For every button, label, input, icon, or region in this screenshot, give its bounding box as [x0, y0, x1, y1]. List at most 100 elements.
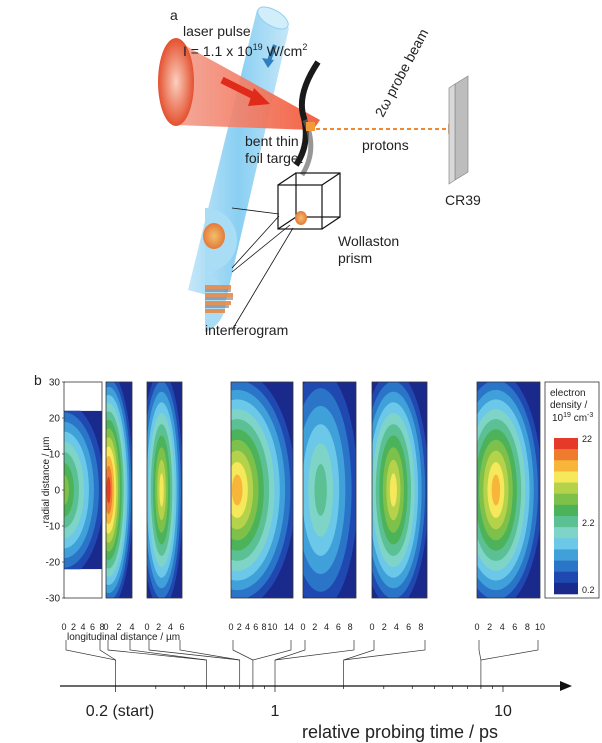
colorbar-swatch	[554, 582, 578, 595]
x-tick-label: 2	[71, 622, 76, 632]
laser-label-line2: I = 1.1 x 1019 W/cm2	[183, 42, 307, 59]
colorbar-swatch	[554, 538, 578, 550]
time-axis-ticks	[115, 686, 504, 692]
x-tick-label: 10	[267, 622, 277, 632]
time-connectors	[65, 640, 539, 686]
colorbar-swatch	[554, 560, 578, 573]
colorbar-swatch	[554, 449, 578, 461]
colorbar-swatch	[554, 493, 578, 506]
x-tick-label: 0	[103, 622, 108, 632]
connector-line	[107, 640, 207, 686]
x-tick-label: 6	[90, 622, 95, 632]
heatmap-panel-7: 0 2 4 6 8 10	[474, 381, 545, 632]
x-tick-label: 8	[525, 622, 530, 632]
density-contour	[159, 473, 164, 507]
y-tick-label: -30	[46, 594, 61, 605]
time-tick-10: 10	[494, 703, 512, 720]
x-tick-label: 4	[500, 622, 505, 632]
laser-cone	[158, 38, 320, 130]
heatmap-frame	[146, 381, 183, 599]
colorbar-swatch	[554, 482, 578, 495]
x-tick-label: 2	[237, 622, 242, 632]
connector-line	[179, 640, 240, 661]
x-tick-label: 2	[116, 622, 121, 632]
time-axis-arrow-icon	[560, 681, 572, 691]
colorbar-tick-0-2: 0.2	[582, 585, 595, 595]
colorbar-swatch	[554, 504, 578, 517]
beam-spot	[295, 211, 307, 225]
protons-label: protons	[362, 137, 409, 153]
x-tick-label: 4	[129, 622, 134, 632]
x-tick-label: 4	[245, 622, 250, 632]
x-axis-label: longitudinal distance / µm	[67, 632, 180, 643]
cr39-detector	[448, 75, 469, 185]
heatmap-frame	[476, 381, 541, 599]
y-tick-label: -20	[46, 558, 61, 569]
x-tick-label: 8	[99, 622, 104, 632]
x-tick-label: 2	[156, 622, 161, 632]
connector-line	[274, 640, 306, 686]
target-label-line1: bent thin	[245, 133, 299, 149]
colorbar-swatch	[554, 471, 578, 483]
panel-a-diagram: a	[158, 6, 481, 338]
interaction-spot	[306, 122, 315, 131]
colorbar: electron density / 1019 cm-3 22 2.2 0.2	[544, 381, 600, 599]
colorbar-swatches	[554, 438, 578, 595]
connector-line	[148, 640, 241, 686]
x-tick-label: 8	[348, 622, 353, 632]
colorbar-swatch	[554, 460, 578, 472]
wollaston-label-line1: Wollaston	[338, 233, 399, 249]
interferogram-image	[203, 208, 237, 332]
density-contour	[106, 476, 111, 504]
bent-foil-target	[293, 60, 321, 177]
heatmap-panel-4: 0 2 4 6 8 10 14	[228, 381, 294, 632]
time-axis: 0.2 (start) 1 10 relative probing time /…	[60, 681, 572, 742]
heatmap-frame	[63, 381, 103, 599]
y-axis-label: radial distance / µm	[41, 437, 52, 524]
heatmap-frame	[230, 381, 294, 599]
x-tick-label: 0	[144, 622, 149, 632]
heatmap-panels: 0 2 4 6 80 2 4 0 2 4 6 0 2 4 6 8 10 14 0 2 4 6 8 0 2 4 6 8 0 2 4 6 8 10	[61, 381, 545, 632]
panel-a-label: a	[170, 7, 178, 23]
x-tick-label: 4	[324, 622, 329, 632]
x-tick-label: 2	[312, 622, 317, 632]
colorbar-title-line3: 1019 cm-3	[552, 412, 593, 424]
x-tick-label: 2	[382, 622, 387, 632]
wollaston-label-line2: prism	[338, 250, 372, 266]
x-tick-label: 4	[394, 622, 399, 632]
time-axis-label: relative probing time / ps	[302, 722, 498, 742]
x-tick-label: 6	[336, 622, 341, 632]
x-tick-label: 10	[535, 622, 545, 632]
connector-line	[343, 640, 375, 686]
time-tick-0-2: 0.2 (start)	[86, 703, 154, 720]
colorbar-swatch	[554, 438, 578, 450]
y-tick-label: -10	[46, 522, 61, 533]
x-tick-label: 6	[406, 622, 411, 632]
x-tick-label: 4	[80, 622, 85, 632]
x-tick-label: 6	[179, 622, 184, 632]
wollaston-prism	[277, 172, 341, 230]
connector-line	[65, 640, 116, 686]
colorbar-swatch	[554, 516, 578, 528]
colorbar-swatch	[554, 527, 578, 539]
density-contour	[231, 474, 243, 506]
connector-line	[99, 640, 116, 661]
x-tick-label: 6	[512, 622, 517, 632]
x-tick-label: 8	[262, 622, 267, 632]
colorbar-tick-2-2: 2.2	[582, 518, 595, 528]
heatmap-frame	[371, 381, 428, 599]
density-contour	[491, 474, 501, 506]
connector-line	[480, 640, 539, 661]
y-tick-label: 0	[54, 486, 60, 497]
y-tick-label: 20	[49, 414, 61, 425]
panel-b-label: b	[34, 372, 42, 388]
interferogram-label: interferogram	[205, 322, 288, 338]
x-tick-label: 4	[168, 622, 173, 632]
x-tick-label: 0	[369, 622, 374, 632]
projection-lines	[231, 207, 294, 331]
